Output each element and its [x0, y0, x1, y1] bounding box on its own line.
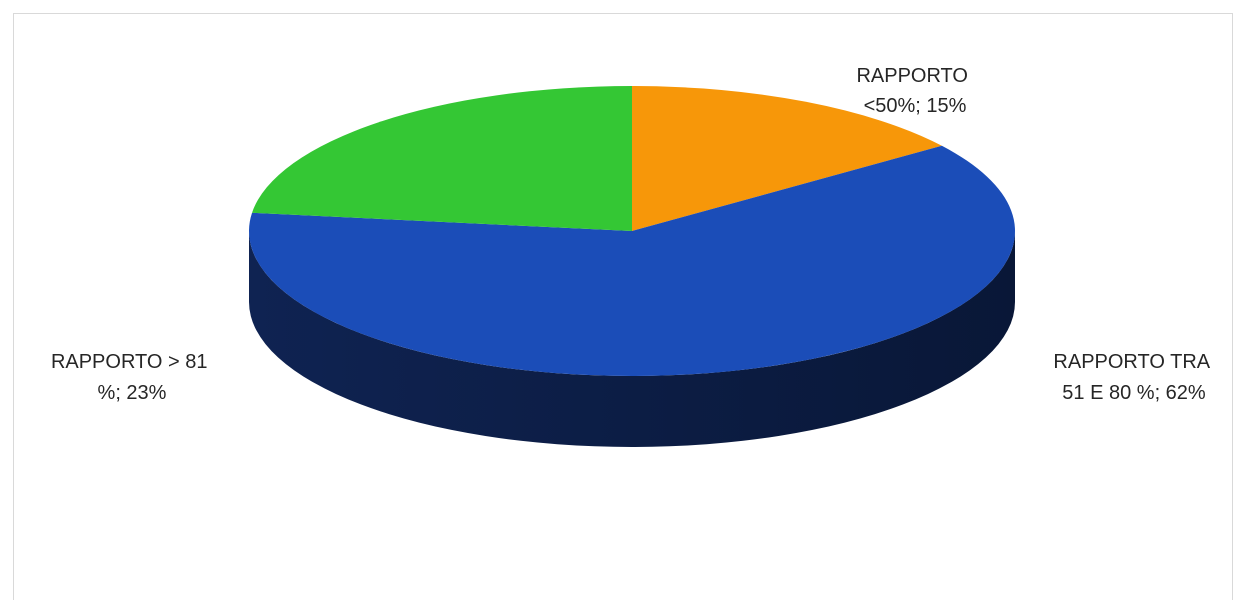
data-label-rapporto-lt-50: RAPPORTO <50%; 15%: [856, 65, 973, 117]
data-labels: RAPPORTO <50%; 15% RAPPORTO TRA 51 E 80 …: [51, 65, 1214, 404]
slice-side-rapporto-51-80: [249, 231, 1015, 447]
data-label-rapporto-gt-81: RAPPORTO > 81 %; 23%: [51, 351, 213, 404]
data-label-rapporto-51-80: RAPPORTO TRA 51 E 80 %; 62%: [1053, 351, 1214, 404]
pie-sides: [249, 231, 1015, 447]
slice-rapporto-51-80[interactable]: [249, 145, 1015, 376]
pie-tops: [249, 86, 1015, 376]
slice-rapporto-lt-50[interactable]: [632, 86, 942, 231]
slice-rapporto-gt-81[interactable]: [252, 86, 632, 231]
